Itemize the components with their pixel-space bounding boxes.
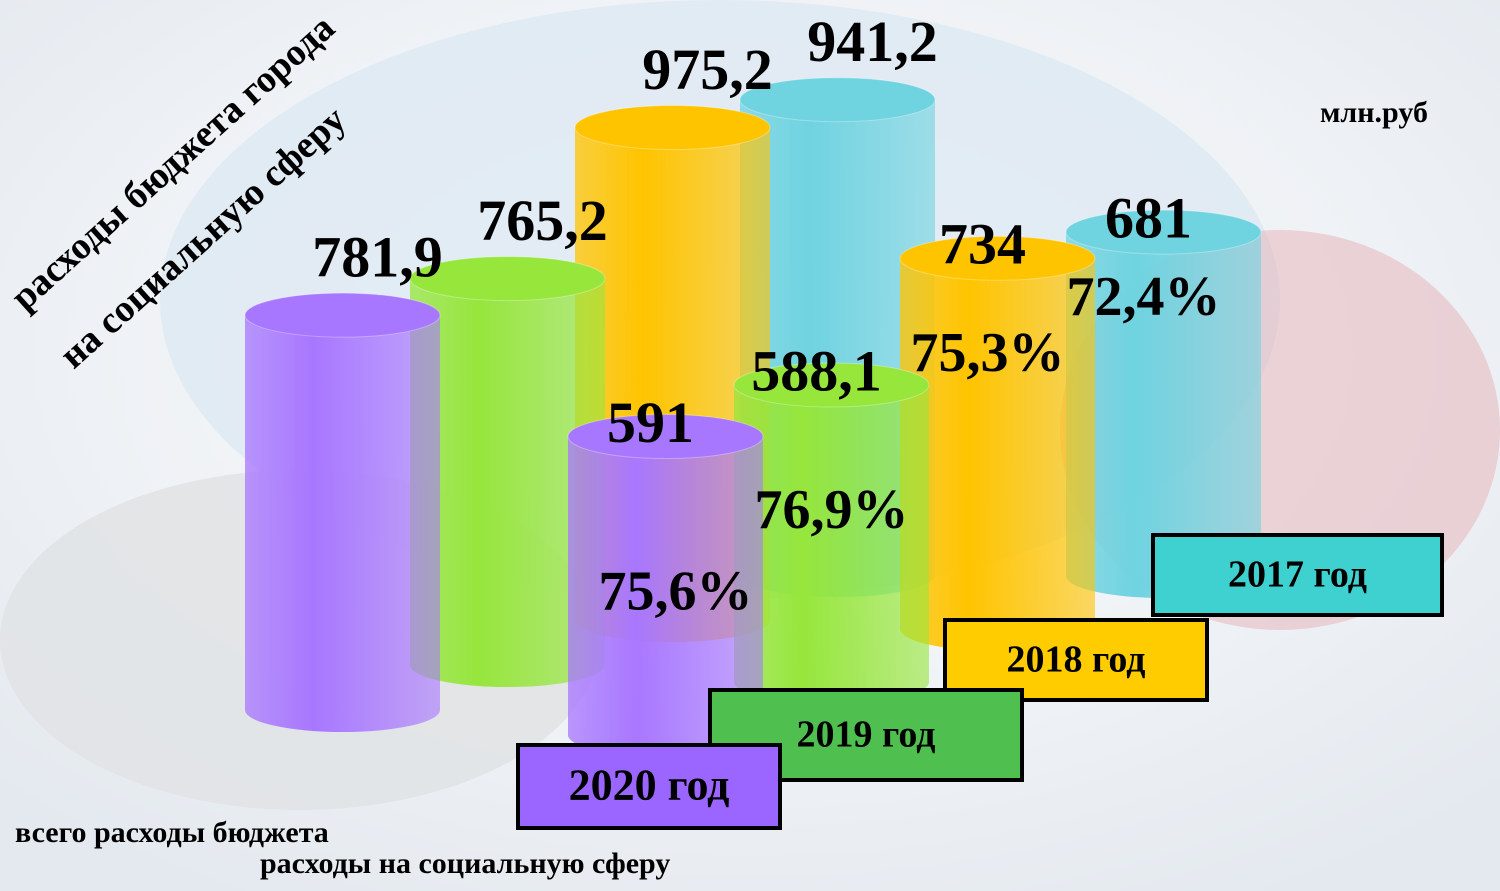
- cylinder-body: [410, 278, 605, 687]
- cylinder: [733, 362, 930, 704]
- value-label: 734: [939, 212, 1026, 277]
- value-label: 765,2: [477, 188, 608, 253]
- cylinder-body: [734, 385, 929, 704]
- plot: [244, 77, 1262, 757]
- cylinder-top: [1065, 209, 1262, 255]
- cylinder-top: [409, 256, 606, 302]
- legend-label: всего расходы бюджета: [15, 816, 329, 849]
- share-label: 75,3%: [911, 322, 1065, 384]
- cylinder-top: [567, 414, 764, 460]
- legend-label: расходы на социальную сферу: [260, 847, 670, 880]
- cylinder: [244, 292, 441, 732]
- cylinder: [1065, 209, 1262, 599]
- category-label: 2017 год: [1228, 554, 1367, 596]
- category-label: 2019 год: [797, 714, 936, 756]
- value-label: 781,9: [312, 224, 443, 289]
- cylinder-top: [899, 235, 1096, 281]
- category-label: 2020 год: [569, 761, 730, 810]
- category-label: 2018 год: [1007, 639, 1146, 681]
- share-label: 72,4%: [1067, 266, 1221, 328]
- cylinder: [899, 235, 1096, 651]
- cylinder-body: [900, 258, 1095, 651]
- cylinder-body: [568, 436, 763, 757]
- unit-label: млн.руб: [1320, 96, 1428, 129]
- value-label: 941,2: [807, 9, 938, 74]
- cylinder-top: [733, 362, 930, 408]
- year-box: [943, 618, 1209, 702]
- value-label: 975,2: [642, 37, 773, 102]
- cylinder: [409, 256, 606, 687]
- cylinder-top: [244, 292, 441, 338]
- cylinder-body: [1066, 232, 1261, 599]
- year-box: [1151, 533, 1444, 617]
- cylinder-top: [739, 77, 936, 123]
- cylinder: [567, 414, 764, 757]
- value-label: 591: [607, 390, 694, 455]
- share-label: 75,6%: [599, 560, 753, 622]
- cylinder-top: [574, 105, 771, 151]
- value-label: 588,1: [751, 338, 882, 403]
- year-box: [516, 743, 782, 830]
- value-label: 681: [1105, 185, 1192, 250]
- share-label: 76,9%: [755, 479, 909, 541]
- cylinder-body: [245, 315, 440, 732]
